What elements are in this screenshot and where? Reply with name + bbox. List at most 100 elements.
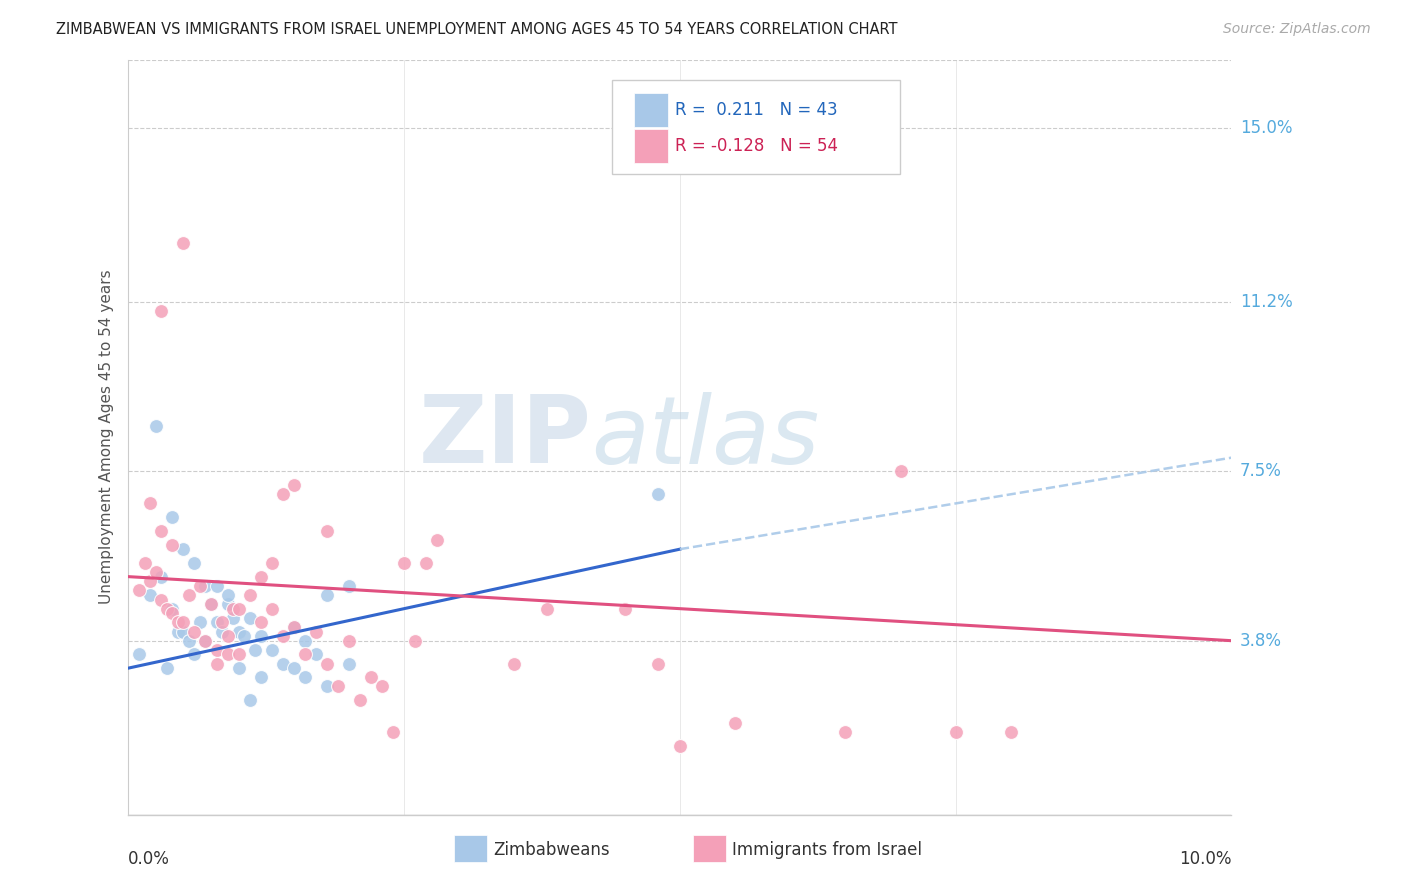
Point [228, 661, 250, 675]
Point [222, 611, 245, 625]
Point [392, 556, 415, 570]
Point [315, 588, 337, 602]
Point [172, 624, 194, 639]
Point [150, 592, 173, 607]
Text: 3.8%: 3.8% [1240, 632, 1282, 649]
Point [271, 657, 294, 671]
Point [177, 588, 200, 602]
Point [172, 235, 194, 250]
Point [283, 478, 305, 492]
Point [205, 657, 228, 671]
Point [194, 579, 217, 593]
Point [315, 524, 337, 538]
Text: atlas: atlas [592, 392, 820, 483]
Point [349, 693, 371, 707]
Point [188, 579, 211, 593]
Point [382, 725, 405, 739]
Text: ZIP: ZIP [419, 391, 592, 483]
Point [613, 601, 636, 615]
Point [294, 633, 316, 648]
Point [271, 629, 294, 643]
Point [249, 615, 271, 630]
Point [360, 670, 382, 684]
Point [211, 624, 233, 639]
Point [145, 565, 167, 579]
Point [156, 601, 179, 615]
Point [150, 304, 173, 318]
Point [228, 624, 250, 639]
Point [200, 597, 222, 611]
Text: 15.0%: 15.0% [1240, 120, 1292, 137]
Point [724, 716, 747, 731]
Point [150, 569, 173, 583]
Point [337, 579, 360, 593]
Point [249, 569, 271, 583]
Point [162, 606, 184, 620]
Point [139, 496, 162, 510]
Point [128, 648, 150, 662]
Point [249, 670, 271, 684]
Text: Immigrants from Israel: Immigrants from Israel [733, 841, 922, 859]
Point [172, 615, 194, 630]
Point [167, 624, 190, 639]
Point [305, 648, 328, 662]
Point [294, 648, 316, 662]
Point [404, 633, 426, 648]
Text: R =  0.211   N = 43: R = 0.211 N = 43 [675, 101, 838, 120]
Point [205, 579, 228, 593]
Point [271, 487, 294, 501]
Point [200, 597, 222, 611]
Point [217, 597, 239, 611]
Point [145, 418, 167, 433]
Point [162, 510, 184, 524]
Point [183, 624, 205, 639]
Point [283, 620, 305, 634]
Point [167, 615, 190, 630]
Point [205, 615, 228, 630]
Y-axis label: Unemployment Among Ages 45 to 54 years: Unemployment Among Ages 45 to 54 years [100, 269, 114, 605]
Point [426, 533, 449, 547]
Point [834, 725, 856, 739]
Point [188, 615, 211, 630]
Text: 11.2%: 11.2% [1240, 293, 1292, 311]
Point [889, 464, 911, 478]
Point [139, 574, 162, 589]
Text: Source: ZipAtlas.com: Source: ZipAtlas.com [1223, 22, 1371, 37]
Text: 10.0%: 10.0% [1180, 850, 1232, 868]
Point [239, 588, 262, 602]
Point [260, 601, 283, 615]
Point [217, 629, 239, 643]
Point [183, 648, 205, 662]
Point [150, 524, 173, 538]
Point [283, 620, 305, 634]
Point [217, 588, 239, 602]
Point [305, 624, 328, 639]
Point [239, 693, 262, 707]
Point [211, 615, 233, 630]
Text: 7.5%: 7.5% [1240, 462, 1282, 481]
Point [294, 670, 316, 684]
Point [371, 680, 394, 694]
Text: R = -0.128   N = 54: R = -0.128 N = 54 [675, 136, 838, 154]
Point [222, 601, 245, 615]
Point [315, 657, 337, 671]
Point [177, 633, 200, 648]
Point [647, 487, 669, 501]
Point [260, 643, 283, 657]
Point [233, 629, 256, 643]
Point [183, 556, 205, 570]
Point [162, 601, 184, 615]
Point [134, 556, 156, 570]
Point [139, 588, 162, 602]
Point [647, 657, 669, 671]
Point [194, 633, 217, 648]
Point [172, 542, 194, 557]
Point [415, 556, 437, 570]
Point [128, 583, 150, 598]
Point [228, 648, 250, 662]
Text: Zimbabweans: Zimbabweans [494, 841, 609, 859]
Point [503, 657, 526, 671]
Point [283, 661, 305, 675]
Text: ZIMBABWEAN VS IMMIGRANTS FROM ISRAEL UNEMPLOYMENT AMONG AGES 45 TO 54 YEARS CORR: ZIMBABWEAN VS IMMIGRANTS FROM ISRAEL UNE… [56, 22, 898, 37]
Point [228, 601, 250, 615]
